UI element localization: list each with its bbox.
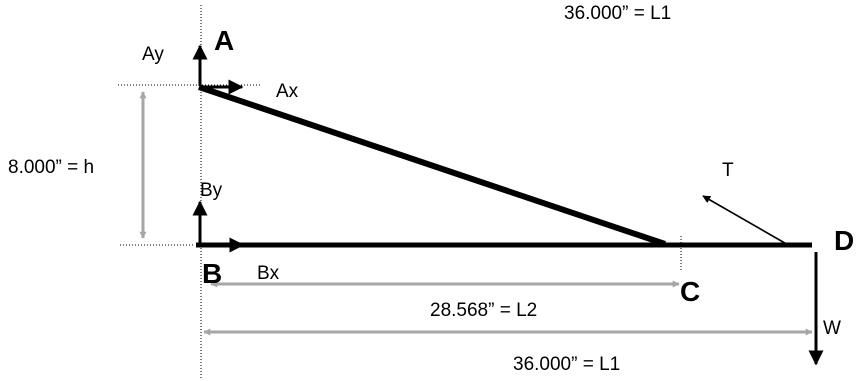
force-bx-label: Bx [257, 263, 280, 284]
point-d-label: D [834, 225, 854, 256]
point-a-label: A [214, 25, 234, 56]
height-dimension-label: 8.000” = h [8, 157, 94, 178]
force-by-label: By [200, 180, 223, 201]
l1-dimension-label: 36.000” = L1 [513, 354, 620, 375]
force-ax-label: Ax [276, 81, 299, 102]
force-w-label: W [823, 318, 841, 339]
force-ay-label: Ay [142, 44, 164, 65]
point-b-label: B [202, 258, 222, 289]
point-c-label: C [680, 276, 700, 307]
force-arrows [192, 44, 824, 366]
force-t-label: T [722, 160, 734, 181]
diagonal-member [198, 84, 666, 247]
l2-dimension-label: 28.568” = L2 [430, 300, 537, 321]
force-t-arrow [702, 195, 791, 247]
l1-top-dimension-label: 36.000” = L1 [564, 3, 671, 24]
